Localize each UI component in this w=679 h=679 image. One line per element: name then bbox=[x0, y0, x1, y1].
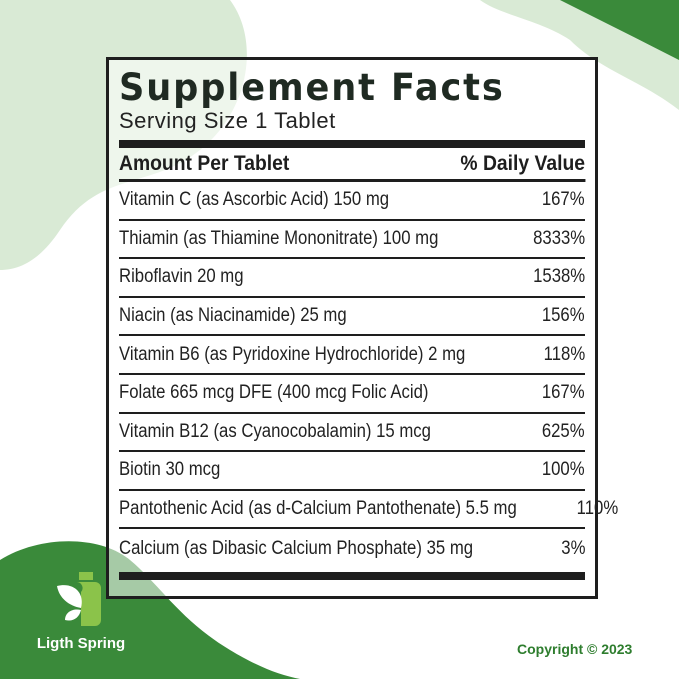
daily-value: 156% bbox=[542, 305, 585, 327]
supplement-facts-panel: Supplement Facts Serving Size 1 Tablet A… bbox=[106, 57, 618, 599]
brand-logo: Ligth Spring bbox=[26, 572, 136, 652]
nutrient-name: Vitamin C (as Ascorbic Acid) 150 mg bbox=[119, 189, 390, 211]
nutrient-row: Niacin (as Niacinamide) 25 mg 156% bbox=[119, 298, 585, 337]
dv-header: % Daily Value bbox=[460, 151, 586, 175]
bottom-bar bbox=[119, 572, 585, 580]
table-header: Amount Per Tablet % Daily Value bbox=[119, 148, 586, 182]
copyright: Copyright © 2023 bbox=[517, 641, 633, 657]
nutrient-row: Pantothenic Acid (as d-Calcium Pantothen… bbox=[119, 491, 618, 530]
amount-header: Amount Per Tablet bbox=[119, 151, 290, 175]
nutrient-row: Biotin 30 mcg 100% bbox=[119, 452, 585, 491]
daily-value: 118% bbox=[543, 343, 585, 365]
nutrient-name: Vitamin B12 (as Cyanocobalamin) 15 mcg bbox=[119, 420, 431, 442]
nutrient-name: Thiamin (as Thiamine Mononitrate) 100 mg bbox=[119, 227, 439, 249]
nutrient-row: Vitamin B6 (as Pyridoxine Hydrochloride)… bbox=[119, 336, 585, 375]
daily-value: 3% bbox=[560, 537, 585, 559]
nutrient-name: Pantothenic Acid (as d-Calcium Pantothen… bbox=[119, 498, 517, 520]
nutrient-name: Biotin 30 mcg bbox=[119, 459, 221, 481]
daily-value: 167% bbox=[542, 382, 585, 404]
divider bbox=[119, 140, 585, 148]
nutrient-name: Riboflavin 20 mg bbox=[119, 266, 244, 288]
serving-size: Serving Size 1 Tablet bbox=[119, 108, 336, 133]
nutrient-row: Thiamin (as Thiamine Mononitrate) 100 mg… bbox=[119, 221, 585, 260]
daily-value: 8333% bbox=[532, 227, 585, 249]
title: Supplement Facts bbox=[119, 66, 505, 109]
nutrient-row: Vitamin B12 (as Cyanocobalamin) 15 mcg 62… bbox=[119, 414, 585, 453]
nutrient-row: Vitamin C (as Ascorbic Acid) 150 mg 167% bbox=[119, 182, 585, 221]
daily-value: 625% bbox=[542, 420, 585, 442]
nutrient-row: Riboflavin 20 mg 1538% bbox=[119, 259, 585, 298]
nutrient-name: Niacin (as Niacinamide) 25 mg bbox=[119, 305, 347, 327]
daily-value: 110% bbox=[576, 498, 619, 520]
brand-name: Ligth Spring bbox=[36, 635, 126, 652]
nutrient-row: Folate 665 mcg DFE (400 mcg Folic Acid) 1… bbox=[119, 375, 585, 414]
daily-value: 1538% bbox=[532, 266, 585, 288]
leaf-bottle-icon bbox=[57, 572, 101, 626]
daily-value: 167% bbox=[542, 189, 585, 211]
nutrient-name: Folate 665 mcg DFE (400 mcg Folic Acid) bbox=[119, 382, 429, 404]
nutrient-name: Calcium (as Dibasic Calcium Phosphate) 3… bbox=[119, 537, 474, 559]
nutrient-row: Calcium (as Dibasic Calcium Phosphate) 3… bbox=[119, 529, 585, 568]
nutrient-name: Vitamin B6 (as Pyridoxine Hydrochloride)… bbox=[119, 343, 466, 365]
daily-value: 100% bbox=[542, 459, 585, 481]
